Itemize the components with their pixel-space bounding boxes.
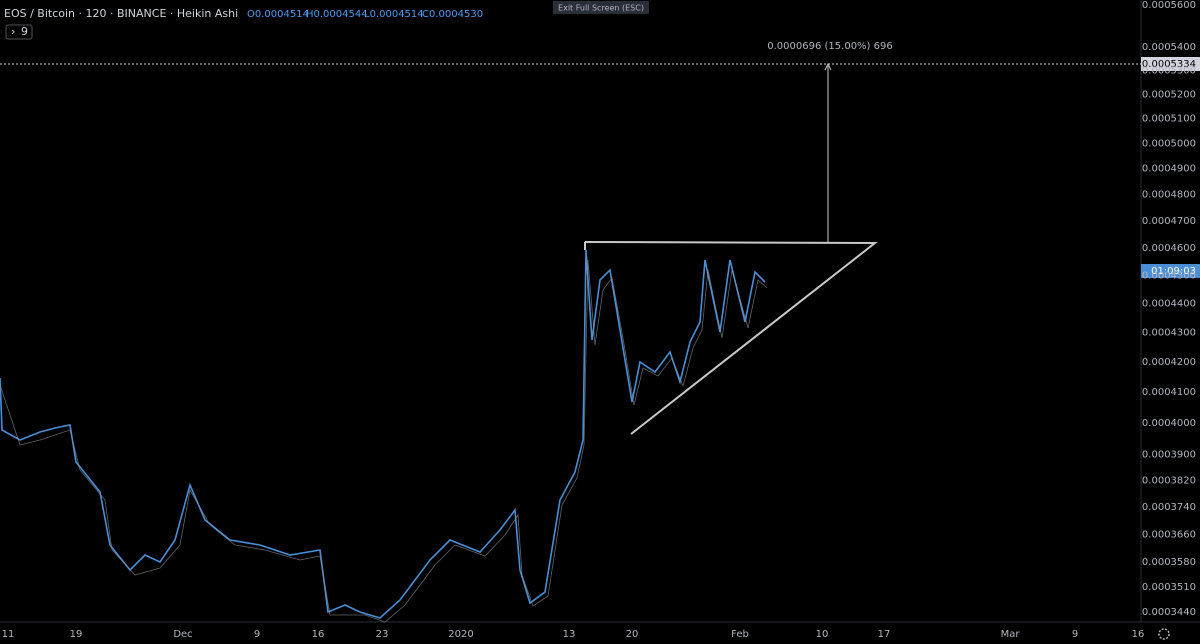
- time-tick-label: 9: [254, 629, 260, 640]
- time-tick-label: 9: [1072, 629, 1078, 640]
- time-tick-label: Dec: [173, 629, 192, 640]
- time-tick-label: 13: [563, 629, 576, 640]
- countdown-box: [1141, 264, 1200, 278]
- price-axis: 0.0005600 0.0005400 0.0005300 0.0005200 0.00…: [1142, 0, 1196, 618]
- price-tick-label: 0.0004600: [1142, 243, 1196, 254]
- symbol-title: EOS / Bitcoin · 120 · BINANCE · Heikin A…: [4, 7, 238, 20]
- price-tick-label: 0.0003740: [1142, 502, 1196, 513]
- countdown-label: 01:09:03: [1151, 266, 1196, 277]
- ohlc-value: C0.0004530: [422, 9, 483, 20]
- price-tick-label: 0.0004400: [1142, 299, 1196, 310]
- indicator-arrow: ›: [11, 25, 15, 38]
- price-tick-label: 0.0004900: [1142, 164, 1196, 175]
- indicator-count: 9: [21, 25, 28, 38]
- time-tick-label: 17: [878, 629, 891, 640]
- price-tick-label: 0.0004000: [1142, 418, 1196, 429]
- price-tick-label: 0.0004200: [1142, 357, 1196, 368]
- target-price-box: [1141, 57, 1200, 71]
- price-tick-label: 0.0005000: [1142, 138, 1196, 149]
- price-series-shadow: [0, 259, 768, 623]
- time-tick-label: 23: [376, 629, 389, 640]
- price-tick-label: 0.0004700: [1142, 216, 1196, 227]
- time-tick-label: 16: [312, 629, 325, 640]
- time-tick-label: Mar: [1001, 629, 1021, 640]
- price-series: [0, 249, 766, 619]
- price-tick-label: 0.0005400: [1142, 42, 1196, 53]
- price-tick-label: 0.0004800: [1142, 190, 1196, 201]
- time-tick-label: 10: [816, 629, 829, 640]
- time-tick-label: 2020: [448, 629, 473, 640]
- price-tick-label: 0.0005100: [1142, 114, 1196, 125]
- exit-fullscreen-button[interactable]: [553, 1, 649, 14]
- price-tick-label: 0.0004500: [1142, 270, 1196, 281]
- exit-fullscreen-label: Exit Full Screen (ESC): [558, 4, 644, 13]
- price-tick-label: 0.0003510: [1142, 582, 1196, 593]
- triangle-pattern: [584, 241, 878, 435]
- target-price-label: 0.0005334: [1142, 59, 1196, 70]
- price-tick-label: 0.0005300: [1142, 65, 1196, 76]
- time-tick-label: 11: [2, 629, 15, 640]
- price-tick-label: 0.0005600: [1142, 0, 1196, 11]
- settings-icon[interactable]: [1158, 628, 1170, 640]
- price-tick-label: 0.0003820: [1142, 476, 1196, 487]
- price-tick-label: 0.0003900: [1142, 450, 1196, 461]
- price-tick-label: 0.0005200: [1142, 89, 1196, 100]
- price-tick-label: 0.0003580: [1142, 557, 1196, 568]
- time-axis: 11 19 Dec 9 16 23 2020 13 20 Feb 10 17 Mar 9 16: [2, 629, 1145, 640]
- price-tick-label: 0.0004300: [1142, 327, 1196, 338]
- time-tick-label: 16: [1132, 629, 1145, 640]
- ohlc-value: H0.0004544: [306, 9, 368, 20]
- time-tick-label: 19: [70, 629, 83, 640]
- ohlc-value: O0.0004514: [247, 9, 309, 20]
- time-tick-label: 20: [626, 629, 639, 640]
- indicator-toggle[interactable]: [5, 24, 33, 40]
- measure-label: 0.0000696 (15.00%) 696: [767, 41, 892, 52]
- ohlc-value: L0.0004514: [364, 9, 424, 20]
- price-tick-label: 0.0003440: [1142, 607, 1196, 618]
- price-tick-label: 0.0004100: [1142, 387, 1196, 398]
- price-tick-label: 0.0003660: [1142, 529, 1196, 540]
- time-tick-label: Feb: [731, 629, 749, 640]
